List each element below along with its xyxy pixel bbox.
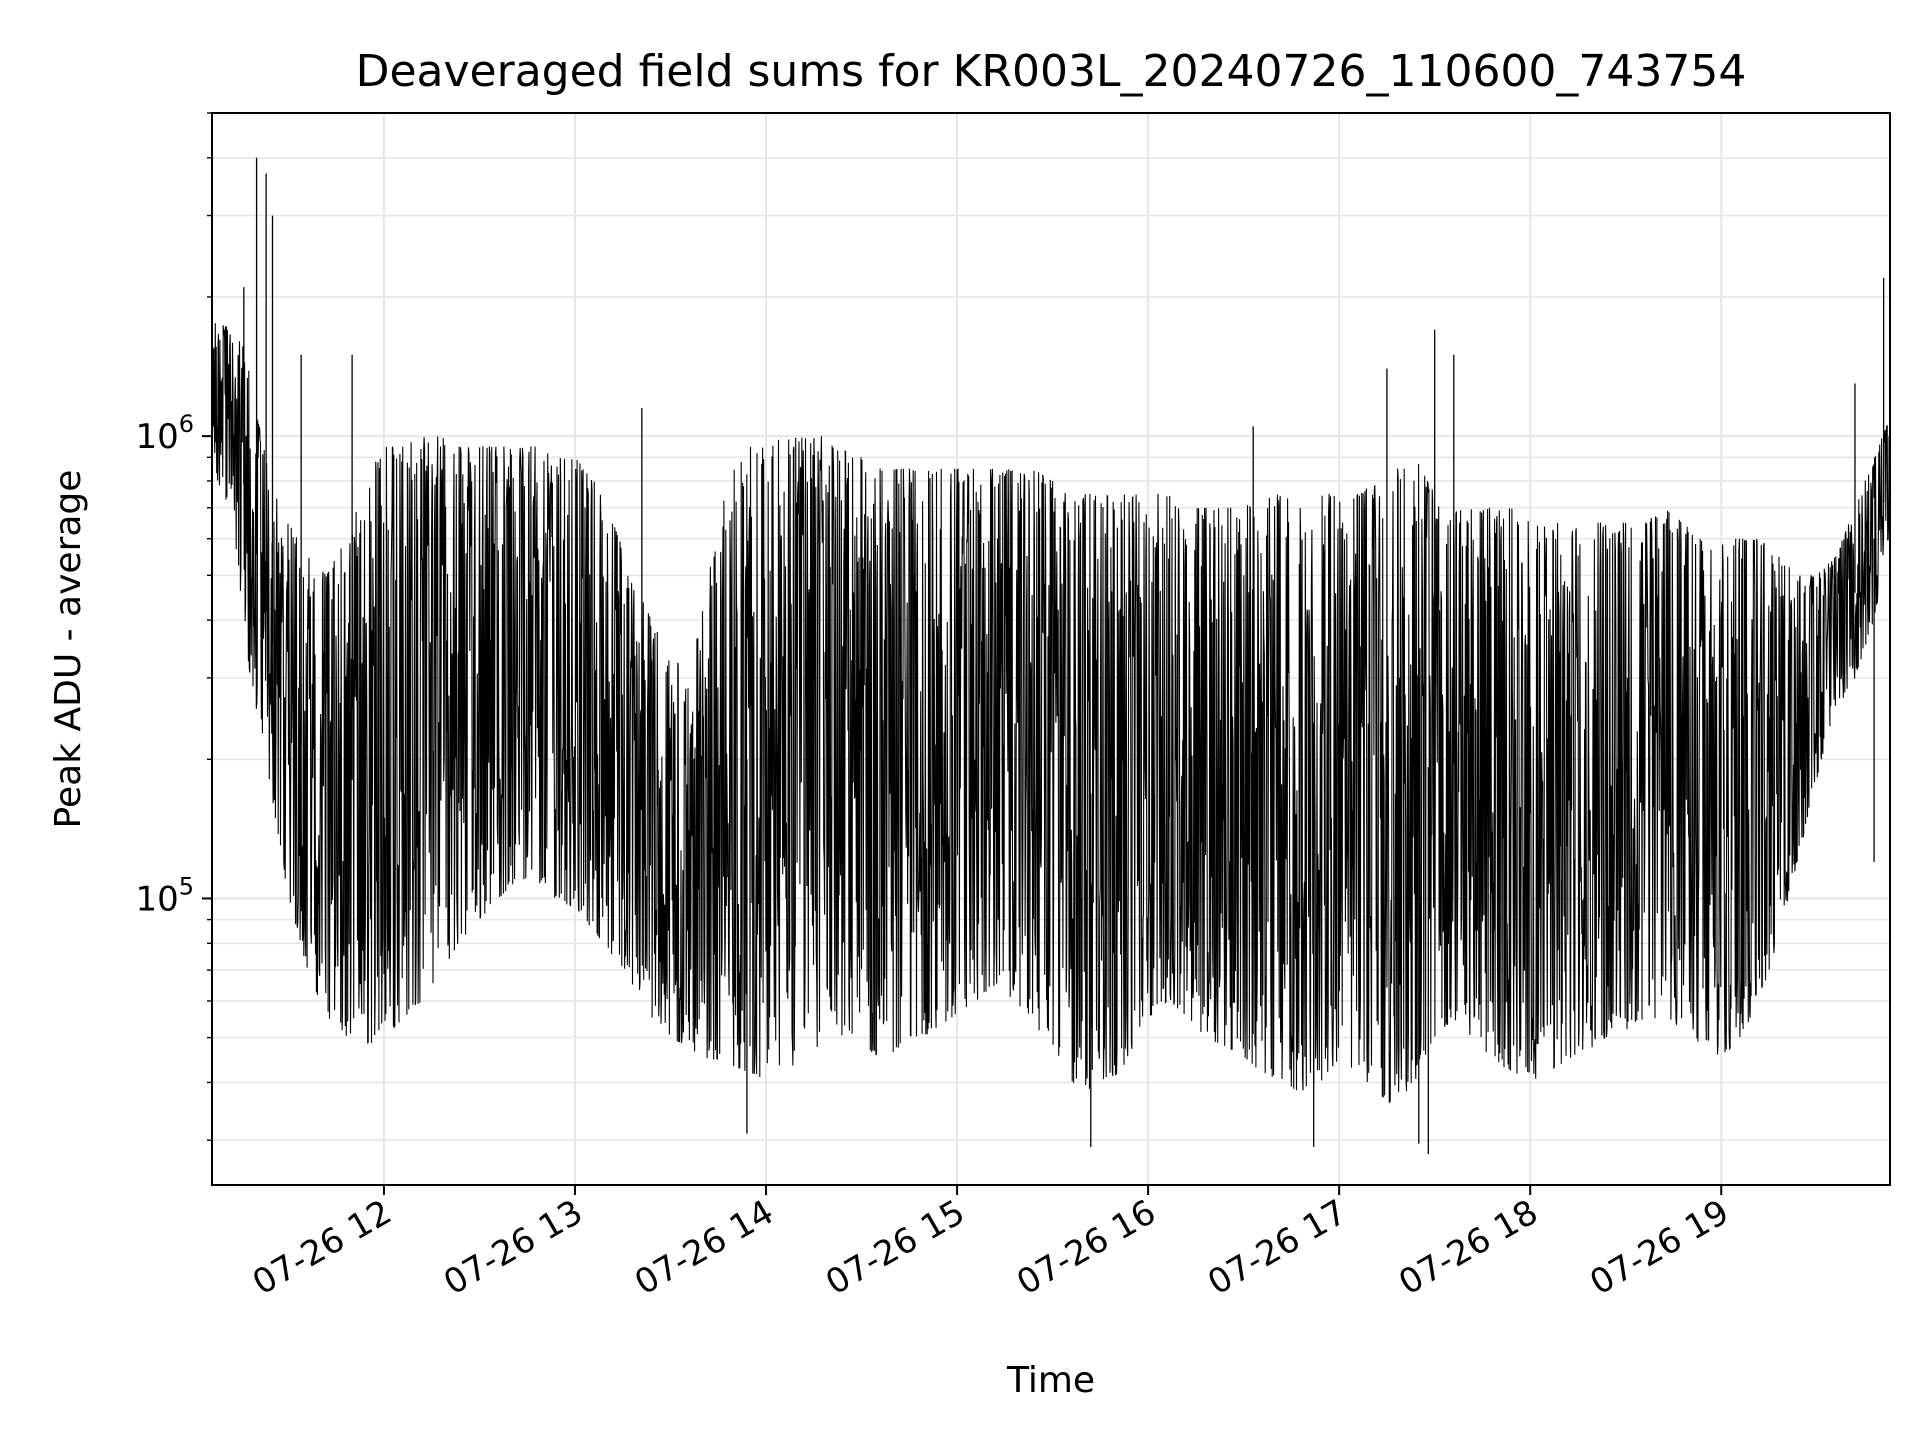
data-series xyxy=(211,157,1891,1155)
y-tick-label: 106 xyxy=(135,410,194,457)
plot-frame xyxy=(211,112,1891,1186)
y-tick-label: 105 xyxy=(135,872,194,919)
y-tick-base: 10 xyxy=(135,879,178,919)
y-tick-exponent: 6 xyxy=(179,410,194,438)
y-axis-label: Peak ADU - average xyxy=(48,470,89,829)
series-line xyxy=(211,323,1891,1104)
x-axis-label: Time xyxy=(1006,1360,1095,1401)
y-tick-base: 10 xyxy=(135,417,178,457)
chart-title: Deaveraged field sums for KR003L_2024072… xyxy=(356,46,1747,97)
y-tick-exponent: 5 xyxy=(179,872,194,900)
